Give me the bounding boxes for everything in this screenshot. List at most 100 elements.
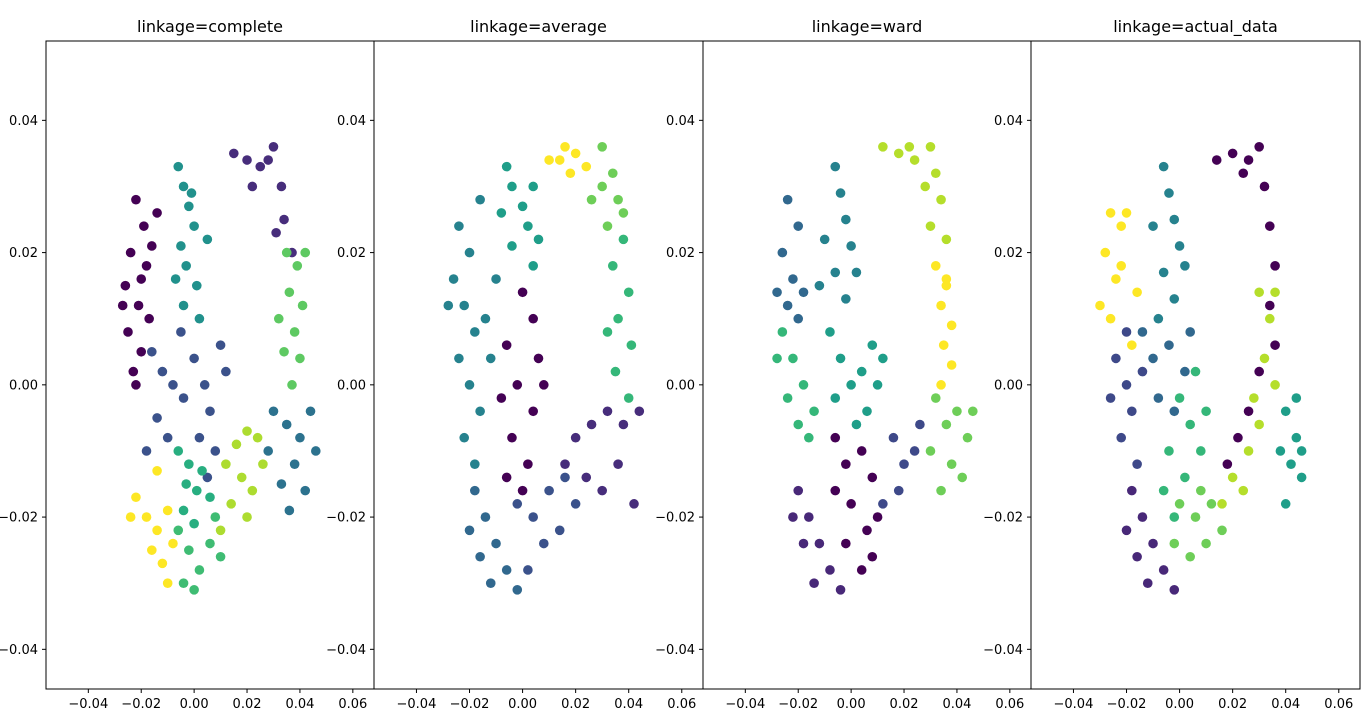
data-point [610, 366, 621, 377]
data-point [117, 300, 128, 311]
data-point [804, 512, 814, 522]
data-point [1158, 267, 1169, 278]
y-tick-label: 0.02 [994, 246, 1023, 261]
data-point [496, 208, 507, 218]
data-point [131, 380, 141, 390]
data-point [798, 380, 809, 390]
data-point [1127, 485, 1137, 496]
data-point [597, 181, 607, 192]
y-tick-label: −0.02 [983, 511, 1023, 526]
data-point [1127, 340, 1137, 350]
data-point [464, 380, 475, 390]
data-point [909, 446, 920, 456]
data-point [229, 148, 239, 159]
data-point [936, 380, 946, 390]
data-point [1254, 287, 1264, 298]
data-point [284, 505, 295, 516]
data-point [1270, 380, 1280, 390]
data-point [152, 413, 162, 423]
data-point [305, 406, 316, 417]
data-point [888, 432, 899, 443]
data-point [226, 499, 236, 509]
data-point [936, 194, 946, 205]
data-point [1291, 393, 1302, 403]
data-point [125, 247, 136, 258]
data-point [443, 300, 454, 311]
data-point [581, 472, 592, 483]
data-point [247, 181, 258, 192]
data-point [925, 221, 936, 231]
data-point [851, 419, 862, 430]
scatter-points [443, 141, 645, 595]
x-tick-label: 0.06 [338, 697, 367, 711]
data-point [772, 287, 782, 298]
x-tick-label: 0.00 [837, 697, 866, 711]
data-point [147, 346, 157, 357]
data-point [925, 446, 936, 456]
data-point [184, 459, 194, 469]
data-point [835, 585, 846, 595]
data-point [178, 578, 189, 589]
x-tick-label: −0.04 [1054, 697, 1094, 711]
y-tick-label: 0.00 [994, 378, 1023, 393]
data-point [1111, 353, 1121, 364]
data-point [788, 353, 798, 364]
data-point [205, 538, 215, 549]
data-point [1180, 261, 1190, 271]
data-point [936, 300, 946, 311]
data-point [1169, 512, 1180, 522]
data-point [512, 585, 523, 595]
data-point [276, 181, 287, 192]
data-point [1264, 300, 1275, 311]
data-point [1211, 155, 1222, 165]
data-point [268, 406, 279, 417]
x-tick-label: 0.04 [285, 697, 314, 711]
data-point [191, 280, 202, 291]
data-point [496, 393, 507, 403]
data-point [231, 439, 242, 450]
data-point [194, 313, 205, 324]
data-point [1111, 274, 1121, 284]
data-point [1132, 287, 1142, 298]
data-point [941, 234, 952, 245]
scatter-points [1095, 141, 1307, 595]
data-point [528, 406, 538, 417]
data-point [470, 485, 480, 496]
data-point [613, 459, 623, 469]
data-point [915, 419, 925, 430]
data-point [586, 194, 597, 205]
data-point [215, 340, 226, 350]
data-point [1169, 538, 1180, 549]
x-tick-label: −0.02 [778, 697, 818, 711]
data-point [480, 313, 491, 324]
data-point [507, 181, 517, 192]
data-point [788, 512, 798, 522]
data-point [517, 201, 528, 212]
data-point [1116, 432, 1127, 443]
data-point [1121, 208, 1132, 218]
data-point [618, 419, 629, 430]
data-point [602, 221, 613, 231]
data-point [523, 565, 533, 575]
data-point [475, 194, 485, 205]
data-point [777, 327, 788, 337]
data-point [1201, 406, 1211, 417]
data-point [189, 221, 199, 231]
data-point [178, 505, 189, 516]
data-point [1227, 472, 1238, 483]
data-point [178, 181, 189, 192]
data-point [176, 241, 186, 251]
x-tick-label: 0.02 [890, 697, 919, 711]
data-point [181, 261, 191, 271]
data-point [925, 141, 936, 152]
data-point [141, 512, 152, 522]
data-point [798, 287, 809, 298]
data-point [242, 155, 252, 165]
data-point [152, 208, 162, 218]
data-point [862, 525, 872, 536]
data-point [1201, 538, 1211, 549]
data-point [830, 267, 841, 278]
x-tick-label: 0.00 [180, 697, 209, 711]
data-point [507, 241, 517, 251]
scatter-points [772, 141, 978, 595]
